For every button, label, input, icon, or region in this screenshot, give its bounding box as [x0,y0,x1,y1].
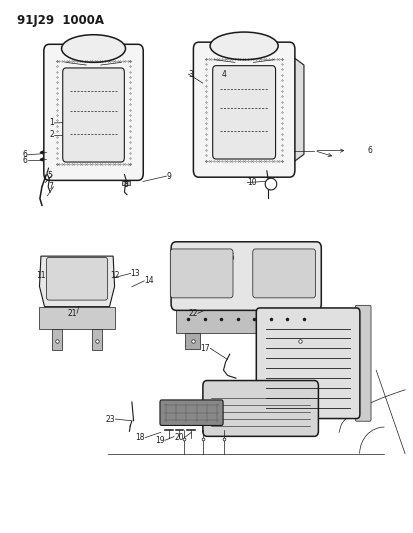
Text: 1: 1 [50,118,54,127]
FancyBboxPatch shape [252,249,315,298]
Text: 5: 5 [47,171,52,180]
FancyBboxPatch shape [176,304,316,333]
Polygon shape [289,54,303,165]
Ellipse shape [209,32,278,60]
Text: 12: 12 [110,271,119,279]
FancyBboxPatch shape [171,242,320,310]
FancyBboxPatch shape [159,400,223,425]
Text: 14: 14 [144,276,154,285]
Text: 6: 6 [367,146,372,155]
Text: 91J29  1000A: 91J29 1000A [17,14,104,27]
Text: 13: 13 [131,269,140,278]
FancyBboxPatch shape [63,68,124,162]
Bar [185,333,199,349]
Polygon shape [39,256,114,306]
Text: 11: 11 [36,271,45,279]
Text: 17: 17 [200,344,210,353]
Text: 23: 23 [105,415,115,424]
Bar [292,333,306,349]
Text: 10: 10 [247,178,256,187]
Text: 18: 18 [135,433,145,442]
Bar [122,181,130,185]
Text: 22: 22 [188,309,197,318]
Text: 15: 15 [201,254,211,263]
FancyBboxPatch shape [193,42,294,177]
FancyBboxPatch shape [256,308,359,418]
Bar [52,329,62,350]
Text: 3: 3 [188,70,193,78]
FancyBboxPatch shape [39,306,114,329]
FancyBboxPatch shape [46,257,107,300]
FancyBboxPatch shape [44,44,143,180]
Text: 2: 2 [50,130,54,139]
Text: 4: 4 [221,70,226,78]
Bar [92,329,102,350]
FancyBboxPatch shape [170,249,233,298]
FancyBboxPatch shape [202,381,318,437]
FancyBboxPatch shape [354,305,370,421]
Text: 16: 16 [225,253,235,262]
Ellipse shape [62,35,125,62]
Text: 11: 11 [274,249,284,259]
Text: 20: 20 [174,433,184,442]
Text: 9: 9 [166,172,171,181]
FancyBboxPatch shape [212,66,275,159]
Text: 19: 19 [155,436,164,445]
Text: 6: 6 [23,156,27,165]
Text: 7: 7 [48,182,53,191]
Text: 6: 6 [23,150,27,159]
Text: 8: 8 [123,180,128,189]
Text: 21: 21 [67,309,77,318]
